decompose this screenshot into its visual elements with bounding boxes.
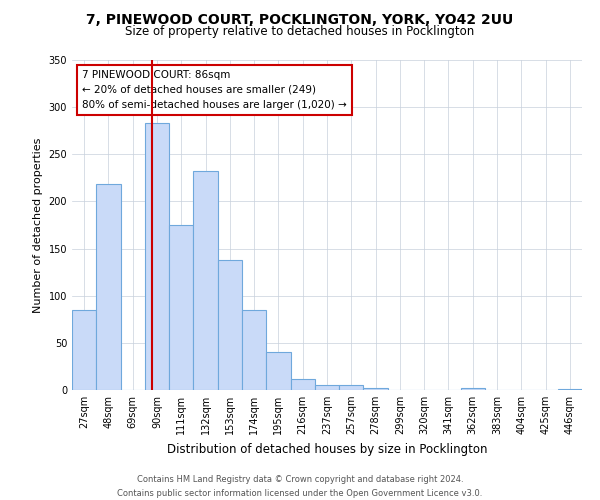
Bar [242,310,266,390]
Text: Size of property relative to detached houses in Pocklington: Size of property relative to detached ho… [125,25,475,38]
X-axis label: Distribution of detached houses by size in Pocklington: Distribution of detached houses by size … [167,442,487,456]
Y-axis label: Number of detached properties: Number of detached properties [33,138,43,312]
Bar [364,388,388,390]
Bar [145,123,169,390]
Text: 7, PINEWOOD COURT, POCKLINGTON, YORK, YO42 2UU: 7, PINEWOOD COURT, POCKLINGTON, YORK, YO… [86,12,514,26]
Bar [290,378,315,390]
Bar [558,389,582,390]
Bar [169,225,193,390]
Bar [266,352,290,390]
Bar [315,386,339,390]
Bar [339,386,364,390]
Bar [96,184,121,390]
Bar [461,388,485,390]
Bar [218,260,242,390]
Text: 7 PINEWOOD COURT: 86sqm
← 20% of detached houses are smaller (249)
80% of semi-d: 7 PINEWOOD COURT: 86sqm ← 20% of detache… [82,70,347,110]
Text: Contains HM Land Registry data © Crown copyright and database right 2024.
Contai: Contains HM Land Registry data © Crown c… [118,476,482,498]
Bar [72,310,96,390]
Bar [193,172,218,390]
